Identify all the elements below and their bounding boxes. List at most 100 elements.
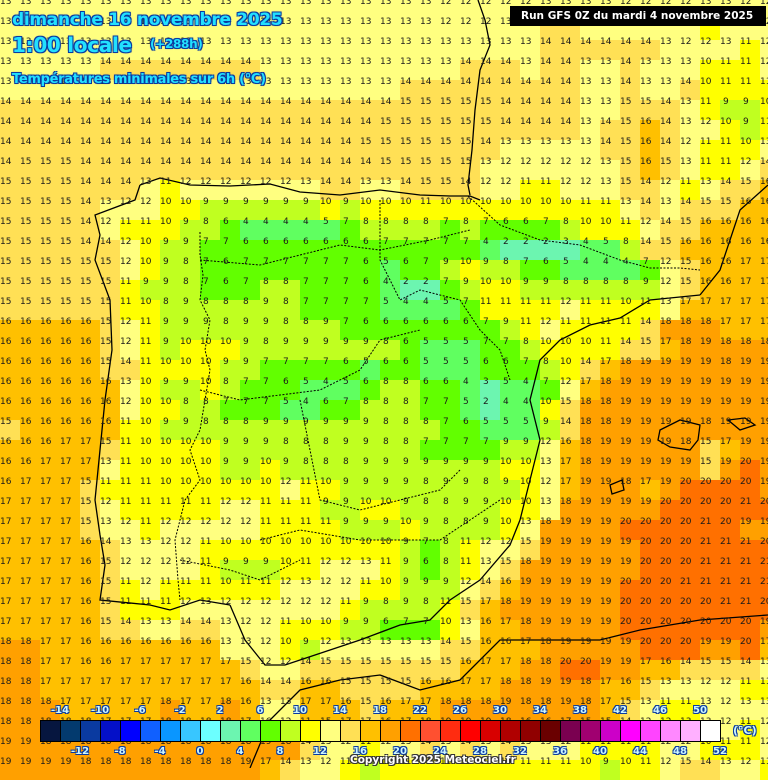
temperature-value: 19 [760, 517, 768, 527]
field-cell [440, 140, 460, 160]
temperature-value: 13 [280, 37, 292, 47]
temperature-value: 14 [760, 157, 768, 167]
temperature-value: 9 [243, 317, 249, 327]
temperature-value: 19 [540, 557, 552, 567]
field-cell [280, 140, 300, 160]
temperature-value: 10 [520, 477, 532, 487]
scale-label-bottom: -12 [70, 746, 90, 757]
temperature-value: 20 [740, 477, 752, 487]
temperature-value: 8 [383, 397, 389, 407]
field-cell [200, 200, 220, 220]
temperature-value: 19 [540, 577, 552, 587]
temperature-value: 8 [283, 297, 289, 307]
field-cell [580, 40, 600, 60]
temperature-value: 13 [520, 37, 532, 47]
temperature-value: 12 [560, 377, 572, 387]
temperature-value: 13 [340, 17, 352, 27]
temperature-value: 9 [183, 237, 189, 247]
temperature-value: 12 [740, 157, 752, 167]
temperature-value: 13 [420, 17, 432, 27]
field-cell [0, 260, 20, 280]
field-cell [360, 120, 380, 140]
temperature-value: 15 [0, 257, 12, 267]
temperature-value: 19 [760, 397, 768, 407]
field-cell [220, 20, 240, 40]
field-cell [120, 240, 140, 260]
field-cell [420, 140, 440, 160]
field-cell [0, 140, 20, 160]
temperature-value: 16 [40, 317, 52, 327]
temperature-value: 7 [343, 277, 349, 287]
temperature-value: 11 [500, 297, 512, 307]
temperature-value: 12 [240, 617, 252, 627]
temperature-value: 15 [480, 97, 492, 107]
temperature-value: 13 [320, 57, 332, 67]
field-cell [560, 100, 580, 120]
field-cell [380, 20, 400, 40]
field-cell [720, 140, 740, 160]
temperature-value: 19 [540, 537, 552, 547]
temperature-value: 10 [160, 477, 172, 487]
temperature-value: 11 [580, 197, 592, 207]
field-cell [300, 260, 320, 280]
field-cell [180, 140, 200, 160]
temperature-value: 14 [320, 157, 332, 167]
field-cell [100, 140, 120, 160]
temperature-value: 14 [640, 197, 652, 207]
temperature-value: 16 [40, 437, 52, 447]
field-cell [360, 40, 380, 60]
temperature-value: 15 [720, 197, 732, 207]
temperature-value: 13 [400, 0, 412, 7]
field-cell [340, 20, 360, 40]
temperature-value: 8 [303, 457, 309, 467]
field-cell [760, 60, 768, 80]
field-cell [120, 40, 140, 60]
temperature-value: 10 [140, 417, 152, 427]
field-cell [400, 80, 420, 100]
temperature-value: 4 [623, 257, 629, 267]
temperature-value: 17 [0, 517, 12, 527]
field-cell [200, 220, 220, 240]
temperature-value: 9 [243, 437, 249, 447]
temperature-value: 9 [243, 557, 249, 567]
temperature-value: 9 [383, 517, 389, 527]
temperature-value: 12 [340, 577, 352, 587]
temperature-value: 6 [443, 317, 449, 327]
temperature-value: 18 [700, 417, 712, 427]
color-swatch [201, 721, 221, 741]
color-swatch [381, 721, 401, 741]
temperature-value: 17 [480, 657, 492, 667]
scale-label-top: 42 [613, 705, 627, 716]
temperature-value: 14 [260, 117, 272, 127]
temperature-value: 18 [200, 757, 212, 767]
temperature-value: 14 [120, 97, 132, 107]
field-cell [140, 180, 160, 200]
temperature-value: 11 [600, 337, 612, 347]
field-cell [420, 80, 440, 100]
temperature-value: 14 [120, 157, 132, 167]
field-cell [660, 120, 680, 140]
temperature-value: 13 [20, 57, 32, 67]
color-swatch [601, 721, 621, 741]
temperature-value: 19 [580, 497, 592, 507]
temperature-value: 14 [240, 157, 252, 167]
temperature-value: 10 [180, 477, 192, 487]
temperature-value: 21 [700, 537, 712, 547]
temperature-value: 9 [483, 457, 489, 467]
temperature-value: 14 [580, 357, 592, 367]
temperature-value: 14 [160, 117, 172, 127]
temperature-value: 16 [740, 217, 752, 227]
temperature-value: 8 [383, 217, 389, 227]
temperature-value: 13 [360, 177, 372, 187]
temperature-value: 15 [0, 177, 12, 187]
field-cell [20, 260, 40, 280]
temperature-value: 10 [440, 197, 452, 207]
temperature-value: 12 [660, 277, 672, 287]
field-cell [220, 240, 240, 260]
temperature-value: 13 [400, 57, 412, 67]
temperature-value: 14 [300, 117, 312, 127]
field-cell [140, 140, 160, 160]
temperature-value: 19 [540, 597, 552, 607]
temperature-value: 13 [680, 677, 692, 687]
field-cell [40, 80, 60, 100]
